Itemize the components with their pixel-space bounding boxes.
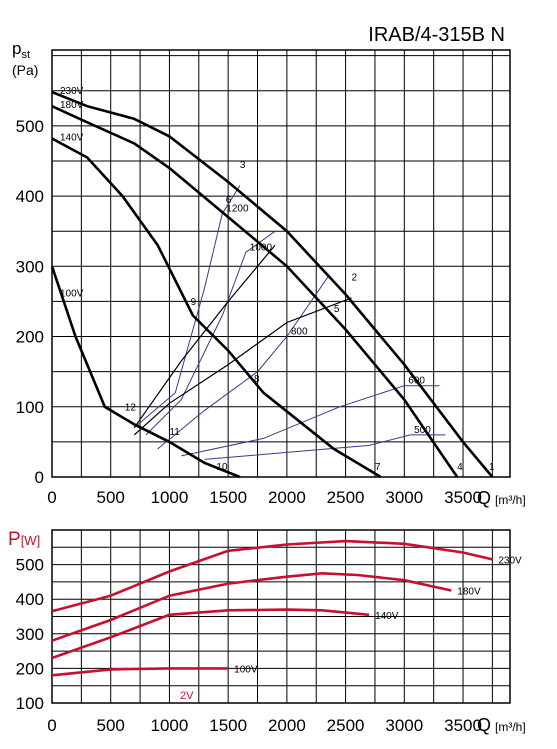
power-curve-label-230V: 230V [498, 555, 522, 566]
x-tick-label: 3000 [385, 716, 423, 735]
x-tick-label: 2500 [327, 716, 365, 735]
y-tick-label: 400 [16, 187, 44, 206]
pressure-axes: 0 500 1000 1500 2000 2500 3000 3500010020030040… [16, 117, 482, 507]
fan-curve-230V [51, 90, 494, 478]
fan-curve-label-230V: 230V [60, 86, 84, 97]
operating-point-2: 2 [351, 272, 357, 283]
efficiency-curve-1200 [133, 185, 241, 429]
power-curve-label-140V: 140V [375, 611, 399, 622]
y-tick-label: 100 [16, 694, 44, 713]
fan-curve-140V [51, 137, 382, 479]
operating-point-12: 12 [125, 402, 137, 413]
y-tick-label: 400 [16, 590, 44, 609]
fan-curve-180V [51, 105, 459, 478]
y-tick-label: 300 [16, 625, 44, 644]
efficiency-label-1000: 1000 [250, 242, 273, 253]
fan-curve-100V [50, 265, 241, 479]
operating-point-10: 10 [216, 462, 228, 473]
x-tick-label: 0 [47, 488, 56, 507]
fan-curve-label-180V: 180V [60, 100, 84, 111]
efficiency-curve-1000 [145, 230, 276, 436]
x-axis-label-power: Q [477, 715, 491, 735]
operating-point-7: 7 [375, 462, 381, 473]
power-curve-100V [51, 667, 229, 677]
efficiency-label-1200: 1200 [226, 204, 249, 215]
pressure-grid [51, 49, 511, 478]
y-tick-label: 300 [16, 257, 44, 276]
power-series: 230V 180V 140V 100V [51, 539, 522, 677]
power-curve-140V [51, 608, 370, 660]
power-curve-label-100V: 100V [234, 664, 258, 675]
operating-point-4: 4 [457, 462, 463, 473]
system-curves [133, 244, 352, 436]
fan-curve-label-140V: 140V [60, 132, 84, 143]
y-axis-label-pressure: pst [12, 39, 30, 61]
x-axis-unit-pressure: [m³/h] [495, 493, 526, 507]
x-tick-label: 1000 [151, 716, 189, 735]
power-grid [51, 529, 511, 704]
efficiency-curve-800 [157, 276, 329, 450]
x-tick-label: 2500 [327, 488, 365, 507]
fan-curve-label-100V: 100V [60, 288, 84, 299]
x-tick-label: 3000 [385, 488, 423, 507]
x-tick-label: 1000 [151, 488, 189, 507]
power-annotation: 2V [180, 690, 194, 702]
x-tick-label: 1500 [209, 716, 247, 735]
efficiency-label-800: 800 [291, 327, 308, 338]
system-curve [133, 244, 276, 429]
operating-point-9: 9 [191, 297, 197, 308]
power-curve-180V [51, 571, 452, 642]
x-tick-label: 2000 [268, 488, 306, 507]
efficiency-curve-500 [204, 434, 446, 460]
x-tick-label: 3500 [444, 488, 482, 507]
efficiency-label-500: 500 [414, 425, 431, 436]
y-tick-label: 500 [16, 117, 44, 136]
system-curve [133, 297, 352, 436]
power-axes: 0 500 1000 1500 2000 2500 3000 3500 100 200 300 400… [16, 556, 482, 735]
x-tick-label: 500 [97, 716, 125, 735]
y-tick-label: 100 [16, 398, 44, 417]
plot-frame [51, 529, 511, 704]
power-curve-label-180V: 180V [457, 587, 481, 598]
y-tick-label: 200 [16, 328, 44, 347]
operating-point-5: 5 [334, 304, 340, 315]
operating-point-1: 1 [489, 462, 495, 473]
plot-frame [51, 49, 511, 478]
x-tick-label: 2000 [268, 716, 306, 735]
chart-title: IRAB/4-315B N [368, 24, 505, 46]
x-tick-label: 0 [47, 716, 56, 735]
operating-point-3: 3 [240, 160, 246, 171]
x-tick-label: 500 [97, 488, 125, 507]
operating-point-8: 8 [254, 374, 260, 385]
y-tick-label: 0 [35, 468, 44, 487]
x-tick-label: 3500 [444, 716, 482, 735]
y-tick-label: 500 [16, 556, 44, 575]
power-curve-230V [51, 539, 493, 613]
x-axis-unit-power: [m³/h] [495, 720, 526, 734]
x-axis-label-pressure: Q [477, 488, 491, 508]
operating-point-6: 6 [226, 195, 232, 206]
y-tick-label: 200 [16, 659, 44, 678]
efficiency-curve-600 [181, 385, 440, 457]
operating-point-11: 11 [169, 427, 180, 438]
y-axis-label-power: P[W] [8, 529, 40, 550]
y-axis-unit-pressure: (Pa) [12, 62, 38, 78]
x-tick-label: 1500 [209, 488, 247, 507]
